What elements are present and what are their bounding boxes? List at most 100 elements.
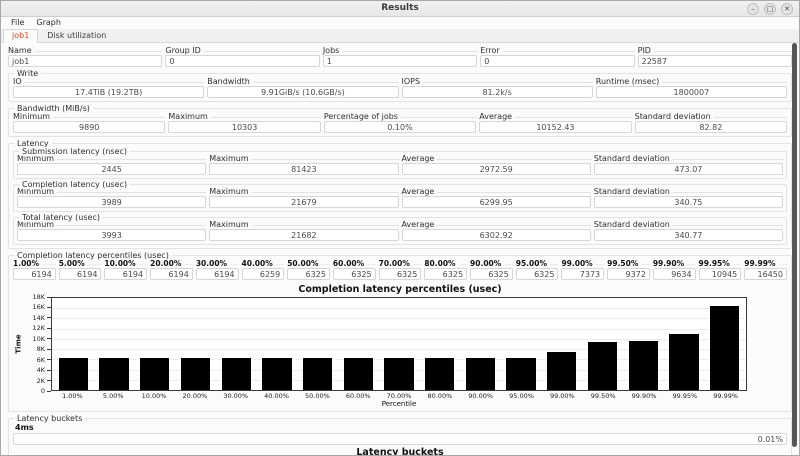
entry-minimum[interactable]: 3993 [17,229,207,241]
field-standard-deviation: Standard deviation 473.07 [593,154,783,175]
entry-99-99[interactable]: 16450 [744,268,787,280]
entry-name[interactable]: job1 [8,55,163,67]
bar-slot [623,298,664,390]
field-label: 99.90% [653,259,696,268]
entry-99-90[interactable]: 9634 [652,268,696,280]
scrollbar-thumb[interactable] [792,43,797,447]
bar-99-00 [547,352,577,390]
field-label: Minimum [17,220,206,229]
tab-job1[interactable]: job1 [3,29,39,43]
entry-average[interactable]: 10152.43 [479,121,632,133]
entry-99-50[interactable]: 9372 [607,268,650,280]
latency-section: Latency Submission latency (nsec) Minimu… [8,139,792,249]
entry-average[interactable]: 6302.92 [401,229,591,241]
write-row: IO 17.4TiB (19.2TB) Bandwidth 9.91GiB/s (10… [13,77,787,98]
entry-30-00[interactable]: 6194 [195,268,239,280]
plot-area [51,297,747,391]
y-axis-label: Time [15,334,23,354]
entry-pid[interactable]: 22587 [637,55,793,67]
x-tick-99-00: 99.00% [549,392,575,400]
percentiles-section-label: Completion latency percentiles (usec) [14,251,172,260]
entry-70-00[interactable]: 6325 [378,268,422,280]
entry-iops[interactable]: 81.2k/s [401,86,593,98]
entry-50-00[interactable]: 6325 [287,268,330,280]
field-label: Minimum [17,187,206,196]
field-group-id: Group ID 0 [165,46,320,67]
y-tick-6k: 6K [37,356,51,364]
entry-standard-deviation[interactable]: 340.77 [593,229,783,241]
entry-standard-deviation[interactable]: 473.07 [593,163,783,175]
entry-minimum[interactable]: 3989 [17,196,207,208]
field-99-00: 99.00% 7373 [561,259,605,280]
entry-average[interactable]: 6299.95 [401,196,591,208]
close-icon[interactable]: ✕ [781,3,793,15]
gridline [52,328,746,330]
total-latency-label: Total latency (usec) [19,213,103,222]
bar-5-00 [99,358,129,390]
field-99-99: 99.99% 16450 [744,259,787,280]
bar-40-00 [262,358,292,390]
field-average: Average 2972.59 [401,154,591,175]
field-maximum: Maximum 81423 [209,154,399,175]
field-maximum: Maximum 10303 [168,112,321,133]
completion-latency-label: Completion latency (usec) [19,180,131,189]
entry-99-00[interactable]: 7373 [561,268,605,280]
bar-99-95 [669,334,699,390]
entry-minimum[interactable]: 9890 [13,121,166,133]
entry-40-00[interactable]: 6259 [241,268,285,280]
entry-maximum[interactable]: 10303 [168,121,321,133]
entry-group-id[interactable]: 0 [165,55,320,67]
field-label: 40.00% [242,259,285,268]
window-title: Results [381,3,419,13]
entry-standard-deviation[interactable]: 82.82 [634,121,788,133]
field-label: 60.00% [333,259,376,268]
x-tick-70-00: 70.00% [386,392,412,400]
entry-10-00[interactable]: 6194 [104,268,148,280]
bar-80-00 [425,357,455,390]
entry-jobs[interactable]: 1 [322,55,478,67]
entry-percentage-of-jobs[interactable]: 0.10% [323,121,477,133]
field-minimum: Minimum 2445 [17,154,207,175]
x-axis-label: Percentile [381,400,417,408]
field-label: 99.50% [607,259,650,268]
bandwidth-row: Minimum 9890 Maximum 10303 Percentage of job… [13,112,788,133]
minimize-icon[interactable]: – [747,3,759,15]
entry-average[interactable]: 2972.59 [401,163,591,175]
bar-70-00 [384,357,414,390]
y-tick-12k: 12K [32,324,51,332]
menu-graph[interactable]: Graph [36,18,61,27]
y-tick-10k: 10K [32,335,51,343]
entry-error[interactable]: 0 [480,55,635,67]
entry-runtime-msec[interactable]: 1800007 [595,86,787,98]
entry-maximum[interactable]: 81423 [209,163,399,175]
maximize-icon[interactable]: □ [764,3,776,15]
tab-disk-utilization[interactable]: Disk utilization [47,31,107,40]
total-latency-section: Total latency (usec) Minimum 3993 Maximum 2… [13,213,787,245]
entry-maximum[interactable]: 21682 [209,229,399,241]
entry-standard-deviation[interactable]: 340.75 [593,196,783,208]
entry-20-00[interactable]: 6194 [150,268,193,280]
bucket-4ms-value-entry[interactable]: 0.01% [13,433,787,445]
entry-90-00[interactable]: 6325 [470,268,513,280]
entry-maximum[interactable]: 21679 [209,196,399,208]
percentiles-section: Completion latency percentiles (usec) 1.… [8,251,792,412]
entry-1-00[interactable]: 6194 [13,268,56,280]
field-minimum: Minimum 3989 [17,187,207,208]
entry-99-95[interactable]: 10945 [698,268,742,280]
entry-bandwidth[interactable]: 9.91GiB/s (10.6GB/s) [207,86,399,98]
entry-minimum[interactable]: 2445 [17,163,207,175]
field-runtime-msec: Runtime (msec) 1800007 [595,77,787,98]
bar-slot [134,298,175,390]
x-tick-99-95: 99.95% [672,392,698,400]
vertical-scrollbar[interactable] [792,43,797,449]
field-label: 1.00% [13,259,56,268]
x-tick-60-00: 60.00% [345,392,371,400]
entry-95-00[interactable]: 6325 [515,268,559,280]
entry-5-00[interactable]: 6194 [58,268,102,280]
entry-io[interactable]: 17.4TiB (19.2TB) [13,86,205,98]
y-axis-ticks: 0 2K 4K 6K 8K 10K 12K 14K 16K 18K [25,293,51,395]
entry-60-00[interactable]: 6325 [332,268,376,280]
menu-file[interactable]: File [11,18,25,27]
entry-80-00[interactable]: 6325 [424,268,468,280]
